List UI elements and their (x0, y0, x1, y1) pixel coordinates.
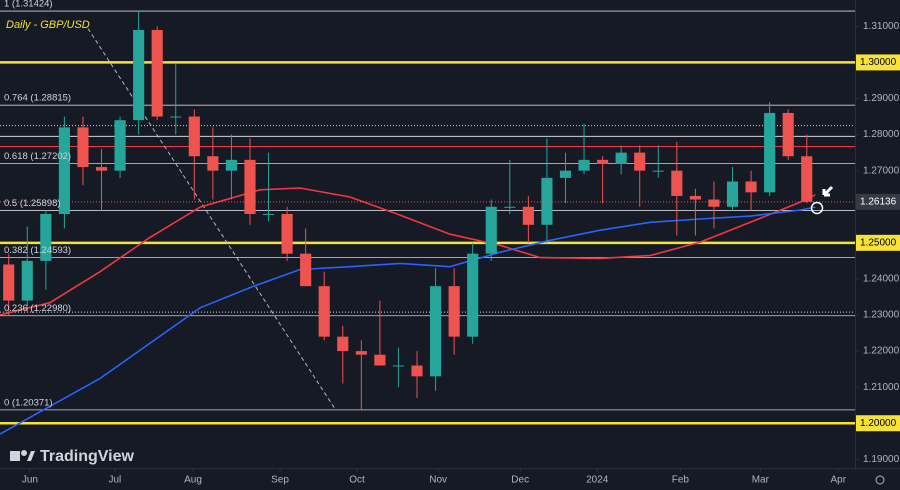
x-tick-label: Aug (184, 475, 202, 486)
logo-mark (21, 450, 27, 456)
candle-body (559, 170, 572, 178)
candle-body (522, 206, 534, 225)
annotation (810, 185, 834, 215)
candle-body (170, 116, 182, 118)
last-price-label: 1.26136 (860, 196, 897, 207)
candle-body (782, 112, 794, 157)
logo-mark (10, 451, 20, 461)
y-tick-label: 1.31000 (863, 21, 900, 32)
x-tick-label: Sep (271, 475, 289, 486)
x-tick-label: Dec (511, 475, 529, 486)
candle-body (281, 213, 293, 254)
candle-body (764, 112, 776, 193)
candle-body (77, 127, 89, 168)
y-tick-label: 1.27000 (863, 165, 900, 176)
settings-icon[interactable] (875, 475, 885, 485)
candle-body (3, 264, 15, 301)
candle-body (262, 213, 275, 215)
candle-body (225, 159, 237, 171)
candle-body (708, 199, 720, 207)
candle-body (300, 253, 312, 287)
y-tick-label: 1.21000 (863, 382, 900, 393)
x-tick-label: Jun (22, 475, 38, 486)
candle-body (411, 365, 423, 377)
candle-body (374, 354, 386, 366)
key-level-tag (856, 234, 900, 251)
candle-body (58, 127, 70, 214)
candle-body (207, 156, 219, 171)
candle-body (40, 213, 52, 261)
x-tick-label: 2024 (586, 475, 609, 486)
fib-label: 0.382 (1.24593) (4, 245, 71, 256)
candle-body (133, 29, 145, 121)
candle-body (504, 206, 516, 208)
x-tick-label: Apr (831, 475, 847, 486)
candle-body (652, 170, 664, 172)
candle-body (392, 365, 405, 367)
candle-body (430, 286, 442, 377)
x-tick-label: Jul (108, 475, 121, 486)
candle-body (597, 159, 609, 164)
key-level-label: 1.20000 (860, 418, 897, 429)
fib-label: 0.618 (1.27202) (4, 151, 71, 162)
candle-body (541, 177, 553, 225)
arrow (822, 185, 834, 197)
y-tick-label: 1.19000 (863, 454, 900, 465)
candle-body (95, 167, 108, 171)
candle-body (671, 170, 683, 196)
logo-mark (27, 451, 35, 461)
candle-body (615, 152, 627, 164)
fib-label: 0 (1.20371) (4, 397, 53, 408)
candle-body (355, 351, 367, 355)
x-tick-label: Mar (752, 475, 770, 486)
candle-body (244, 159, 256, 214)
x-tick-label: Nov (429, 475, 447, 486)
plot-area (0, 10, 855, 435)
candle-body (337, 336, 349, 352)
candle-body (318, 286, 330, 337)
logo: TradingView (10, 448, 135, 465)
fib-label: 0.236 (1.22980) (4, 303, 71, 314)
candle-body (745, 181, 757, 193)
candle-body (151, 29, 163, 117)
x-tick-label: Oct (349, 475, 365, 486)
watermark: TradingView (40, 448, 135, 465)
y-tick-label: 1.28000 (863, 129, 900, 140)
candle-body (801, 156, 813, 202)
candle-body (689, 195, 701, 200)
candle-body (726, 181, 739, 207)
last-price-tag (856, 193, 900, 210)
key-level-tag (856, 54, 900, 71)
key-level-label: 1.30000 (860, 57, 897, 68)
y-tick-label: 1.29000 (863, 93, 900, 104)
candle-body (448, 286, 460, 337)
trendline (87, 28, 336, 410)
x-tick-label: Feb (672, 475, 690, 486)
y-tick-label: 1.23000 (863, 310, 900, 321)
moving-average (0, 187, 816, 316)
candle-body (188, 116, 200, 157)
candle-body (578, 159, 590, 171)
fib-label: 0.764 (1.28815) (4, 93, 71, 104)
fib-label: 0.5 (1.25898) (4, 198, 61, 209)
candle-body (485, 206, 497, 254)
key-level-label: 1.25000 (860, 237, 897, 248)
y-tick-label: 1.22000 (863, 346, 900, 357)
candle-body (114, 120, 126, 171)
chart-title: Daily - GBP/USD (6, 19, 90, 31)
candle-body (467, 253, 479, 337)
marker-circle (810, 201, 824, 215)
candle-body (634, 152, 646, 171)
fib-label: 1 (1.31424) (4, 0, 53, 10)
settings-icon[interactable] (875, 475, 885, 485)
key-level-tag (856, 415, 900, 432)
y-tick-label: 1.24000 (863, 274, 900, 285)
candle-body (21, 260, 33, 301)
